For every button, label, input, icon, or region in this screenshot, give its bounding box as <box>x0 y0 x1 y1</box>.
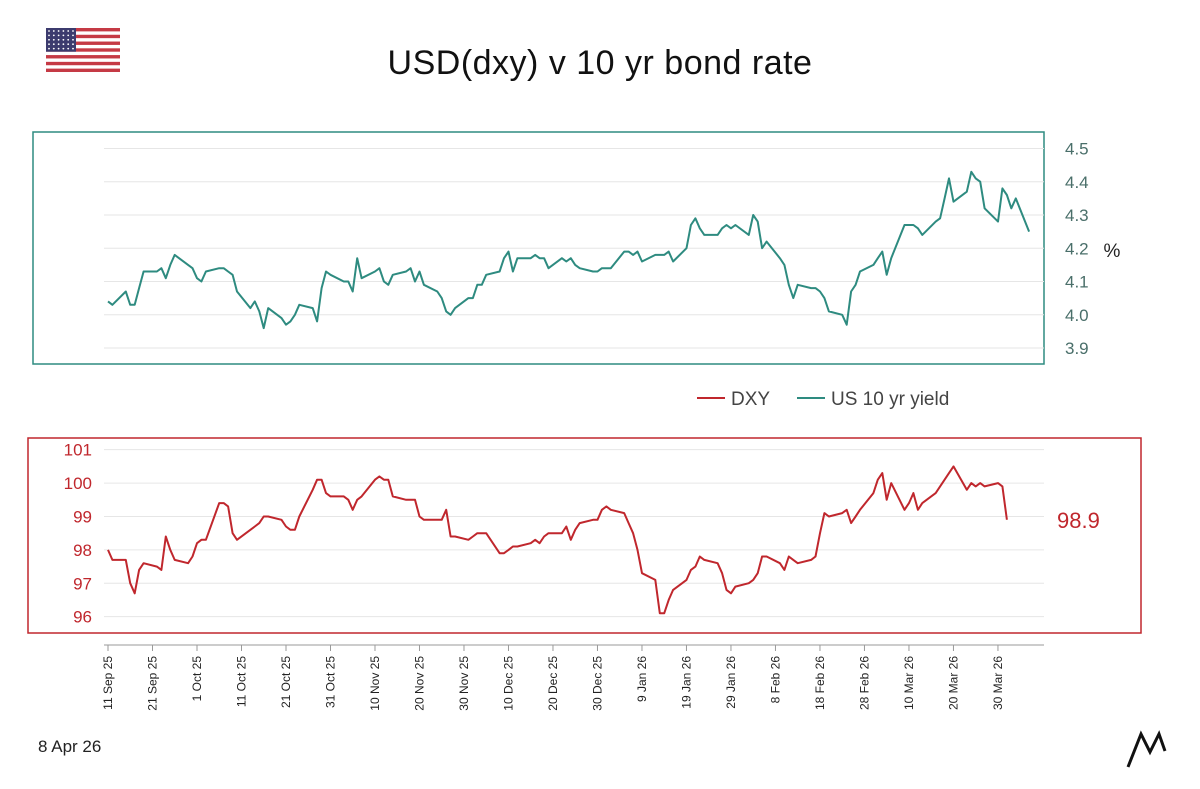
flag-star <box>52 43 55 46</box>
y-tick-label: 4.4 <box>1065 173 1089 192</box>
flag-stripe <box>46 28 120 32</box>
x-tick-label: 20 Mar 26 <box>947 656 961 710</box>
dxy-grid <box>104 449 1044 618</box>
dxy-axis: 96 97 98 99 100 101 <box>64 441 92 627</box>
x-tick-label: 29 Jan 26 <box>724 656 738 709</box>
flag-stripe <box>46 61 120 66</box>
x-tick-label: 31 Oct 25 <box>324 656 338 708</box>
flag-star <box>52 38 55 41</box>
footer-date: 8 Apr 26 <box>38 737 102 756</box>
flag-stripe <box>46 48 120 52</box>
flag-stripe <box>46 34 120 39</box>
flag-star <box>62 38 65 41</box>
y-tick-label: 4.2 <box>1065 239 1089 258</box>
us-flag-icon <box>46 28 120 72</box>
x-tick-label: 20 Nov 25 <box>413 656 427 711</box>
flag-star <box>62 34 65 37</box>
flag-star <box>57 34 60 37</box>
yield-grid <box>104 148 1044 349</box>
dxy-last-value-label: 98.9 <box>1057 508 1100 533</box>
flag-star <box>72 38 74 41</box>
legend-label-yield: US 10 yr yield <box>831 389 949 410</box>
flag-star <box>67 38 70 41</box>
flag-stripe <box>46 68 120 72</box>
x-tick-label: 30 Mar 26 <box>991 656 1005 710</box>
flag-star <box>62 43 65 46</box>
x-tick-label: 10 Nov 25 <box>368 656 382 711</box>
x-tick-label: 8 Feb 26 <box>769 656 783 704</box>
flag-star <box>57 47 60 50</box>
y-tick-label: 99 <box>73 507 92 526</box>
x-tick-label: 10 Mar 26 <box>902 656 916 710</box>
y-tick-label: 101 <box>64 441 92 460</box>
flag-star <box>52 30 55 32</box>
yield-series-line <box>107 170 1031 330</box>
flag-star <box>72 43 74 46</box>
yield-unit-label: % <box>1104 241 1121 262</box>
y-tick-label: 96 <box>73 608 92 627</box>
flag-star <box>72 34 74 37</box>
x-tick-label: 30 Nov 25 <box>457 656 471 711</box>
flag-stripe <box>46 41 120 45</box>
flag-star <box>57 38 60 41</box>
flag-star <box>57 30 60 32</box>
x-tick-label: 11 Oct 25 <box>235 656 249 707</box>
x-tick-label: 10 Dec 25 <box>502 656 516 711</box>
x-tick-label: 28 Feb 26 <box>858 656 872 710</box>
y-tick-label: 4.1 <box>1065 273 1089 292</box>
flag-star <box>48 47 50 50</box>
flag-star <box>57 43 60 46</box>
legend: DXY US 10 yr yield <box>697 389 949 410</box>
flag-stripe <box>46 55 120 59</box>
y-tick-label: 4.0 <box>1065 306 1089 325</box>
flag-star <box>52 47 55 50</box>
x-tick-label: 9 Jan 26 <box>635 656 649 702</box>
y-tick-label: 98 <box>73 541 92 560</box>
y-tick-label: 100 <box>64 474 92 493</box>
flag-star <box>72 30 74 32</box>
x-tick-label: 20 Dec 25 <box>546 656 560 711</box>
flag-star <box>72 47 74 50</box>
x-tick-label: 21 Oct 25 <box>279 656 293 708</box>
dxy-panel-frame <box>27 437 1142 634</box>
x-tick-label: 18 Feb 26 <box>813 656 827 710</box>
x-tick-label: 1 Oct 25 <box>190 656 204 702</box>
x-tick-label: 19 Jan 26 <box>680 656 694 709</box>
x-axis: 11 Sep 25 21 Sep 25 1 Oct 25 11 Oct 25 21 Oc… <box>101 645 1005 711</box>
y-tick-label: 4.5 <box>1065 140 1089 159</box>
flag-star <box>67 30 70 32</box>
flag-star <box>48 34 50 37</box>
x-tick-label: 11 Sep 25 <box>101 656 115 710</box>
x-tick-label: 30 Dec 25 <box>591 656 605 711</box>
dxy-series-line <box>107 465 1008 615</box>
y-tick-label: 4.3 <box>1065 206 1089 225</box>
flag-star <box>67 43 70 46</box>
flag-star <box>52 34 55 37</box>
yield-axis: 3.9 4.0 4.1 4.2 4.3 4.4 4.5 <box>1065 140 1089 359</box>
flag-star <box>48 38 50 41</box>
flag-star <box>62 47 65 50</box>
legend-label-dxy: DXY <box>731 389 770 410</box>
y-tick-label: 97 <box>73 574 92 593</box>
flag-star <box>48 43 50 46</box>
flag-star <box>67 34 70 37</box>
x-tick-label: 21 Sep 25 <box>146 656 160 711</box>
y-tick-label: 3.9 <box>1065 339 1089 358</box>
page-title: USD(dxy) v 10 yr bond rate <box>387 44 813 82</box>
flag-star <box>48 30 50 32</box>
flag-star <box>67 47 70 50</box>
wave-logo-icon <box>1126 730 1167 768</box>
flag-star <box>62 30 65 32</box>
